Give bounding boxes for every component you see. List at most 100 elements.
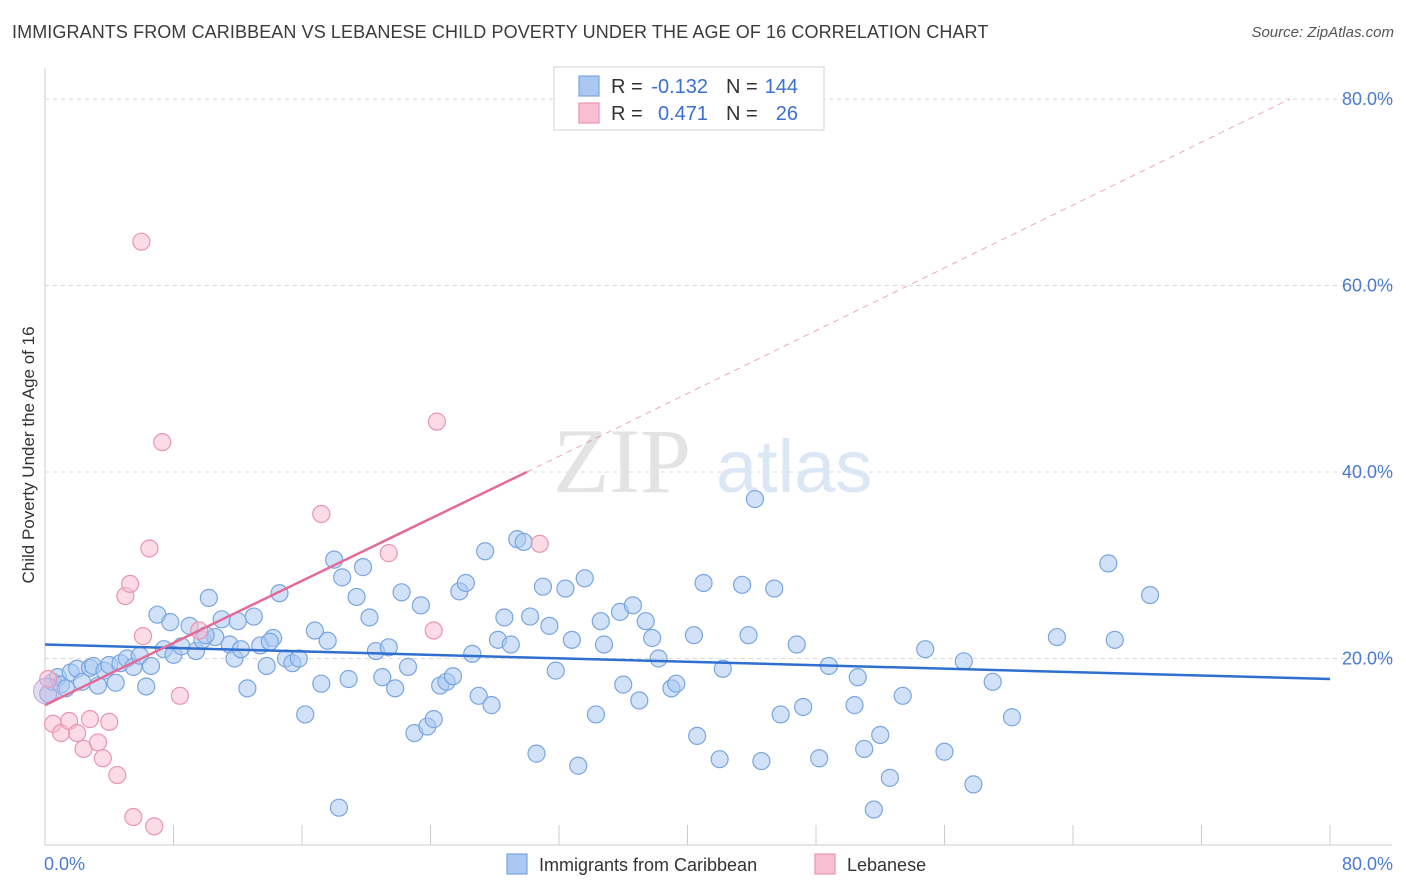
point-caribbean [694, 573, 713, 593]
legend-n-value-blue: 144 [765, 76, 798, 98]
point-caribbean [411, 596, 430, 615]
point-caribbean [540, 616, 559, 635]
point-caribbean [296, 705, 315, 724]
point-caribbean [848, 668, 867, 687]
point-caribbean [787, 635, 806, 654]
point-caribbean [935, 742, 954, 761]
point-caribbean [443, 667, 463, 686]
point-caribbean [1002, 708, 1022, 727]
point-caribbean [533, 577, 553, 596]
point-caribbean [161, 613, 180, 632]
point-caribbean [373, 668, 392, 687]
point-caribbean [347, 587, 366, 607]
point-caribbean [845, 696, 864, 715]
point-caribbean [614, 675, 633, 694]
point-caribbean [636, 612, 655, 631]
point-caribbean [199, 588, 218, 607]
x-tick-label: 80.0% [1342, 854, 1393, 874]
point-lebanese [530, 534, 549, 553]
point-caribbean [983, 672, 1002, 691]
legend-n-label: N = [726, 76, 758, 98]
point-caribbean [476, 542, 495, 561]
point-caribbean [649, 649, 668, 668]
point-lebanese [100, 712, 119, 732]
point-caribbean [954, 652, 973, 671]
chart-title: IMMIGRANTS FROM CARIBBEAN VS LEBANESE CH… [12, 22, 989, 42]
legend-n-label: N = [726, 103, 758, 125]
legend-r-label: R = [611, 76, 643, 98]
y-tick-label: 80.0% [1342, 89, 1393, 109]
point-lebanese [88, 733, 108, 752]
series-lebanese [33, 232, 549, 836]
x-tick-label: 0.0% [44, 854, 85, 874]
stats-legend: R = -0.132 N = 144 R = 0.471 N = 26 [553, 66, 825, 131]
point-caribbean [424, 710, 443, 729]
point-lebanese [424, 621, 443, 640]
point-lebanese [153, 433, 172, 452]
trend-line-caribbean [44, 643, 1331, 681]
point-caribbean [684, 626, 704, 645]
point-lebanese [132, 232, 151, 251]
bottom-legend-swatch-pink [814, 853, 836, 875]
point-caribbean [289, 649, 308, 668]
point-caribbean [482, 696, 501, 715]
point-caribbean [1105, 630, 1124, 649]
point-caribbean [1140, 585, 1160, 605]
point-caribbean [260, 632, 279, 651]
y-axis-title: Child Poverty Under the Age of 16 [19, 326, 38, 583]
point-caribbean [771, 705, 790, 724]
point-lebanese [93, 749, 112, 768]
trend-line-lebanese [44, 470, 528, 707]
watermark: ZIP atlas [553, 410, 872, 512]
point-caribbean [586, 705, 606, 724]
point-caribbean [864, 800, 883, 819]
point-caribbean [137, 677, 156, 696]
point-caribbean [456, 573, 475, 593]
axes [44, 68, 1392, 846]
legend-r-label: R = [611, 103, 643, 125]
point-caribbean [329, 798, 349, 817]
trend-lines [44, 98, 1331, 707]
point-caribbean [392, 583, 411, 602]
bottom-legend-lebanese: Lebanese [847, 855, 926, 875]
point-caribbean [469, 686, 488, 705]
point-lebanese [379, 544, 398, 563]
point-caribbean [810, 749, 829, 768]
legend-r-value-pink: 0.471 [658, 103, 708, 125]
point-lebanese [124, 807, 143, 827]
point-caribbean [318, 631, 337, 650]
point-caribbean [305, 621, 324, 640]
point-caribbean [916, 640, 935, 659]
point-caribbean [379, 638, 398, 657]
point-caribbean [562, 630, 581, 649]
y-tick-label: 40.0% [1342, 462, 1393, 482]
point-caribbean [591, 612, 610, 631]
point-caribbean [855, 739, 874, 759]
legend-n-value-pink: 26 [776, 103, 798, 125]
trend-line-lebanese-extension [526, 98, 1291, 473]
legend-swatch-pink [578, 102, 600, 124]
point-caribbean [643, 628, 662, 648]
point-caribbean [1099, 554, 1118, 573]
point-caribbean [710, 750, 729, 769]
y-tick-label: 60.0% [1342, 276, 1393, 296]
bottom-legend-swatch-blue [506, 853, 528, 875]
point-caribbean [964, 775, 983, 794]
series-legend: Immigrants from Caribbean Lebanese [506, 853, 926, 875]
point-lebanese [68, 723, 87, 743]
point-caribbean [495, 608, 514, 627]
point-caribbean [339, 669, 358, 689]
point-caribbean [360, 608, 379, 627]
point-caribbean [1047, 627, 1067, 647]
point-caribbean [520, 607, 540, 626]
tick-labels: 20.0% 40.0% 60.0% 80.0% 0.0% 80.0% [44, 89, 1393, 874]
point-caribbean [794, 697, 813, 717]
point-lebanese [133, 627, 153, 646]
point-caribbean [739, 626, 758, 645]
point-caribbean [745, 489, 765, 509]
point-caribbean [667, 674, 686, 693]
point-caribbean [353, 558, 373, 577]
point-caribbean [141, 656, 161, 676]
point-caribbean [333, 568, 352, 587]
